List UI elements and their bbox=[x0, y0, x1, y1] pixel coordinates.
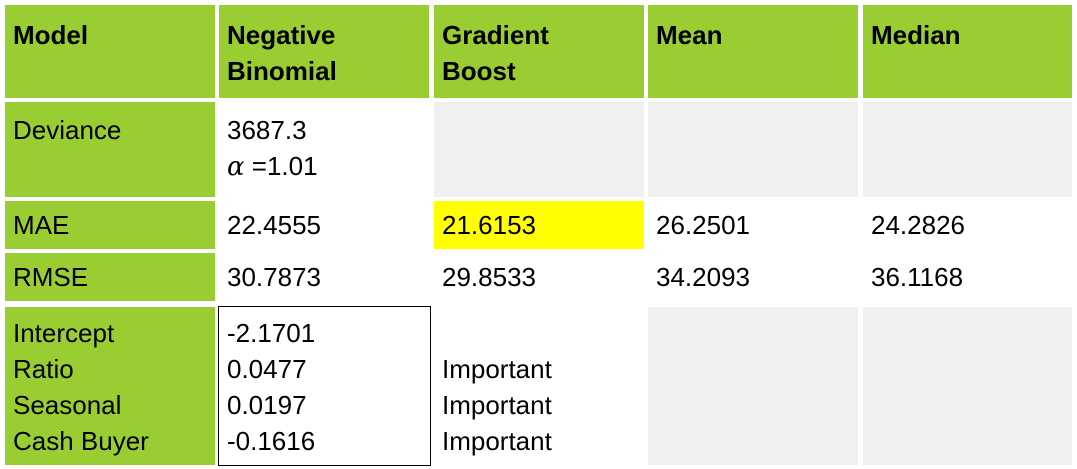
row-label-mae: MAE bbox=[5, 201, 215, 249]
gb-importance-cash-buyer: Important bbox=[442, 426, 552, 456]
alpha-symbol: α bbox=[227, 152, 245, 182]
cell-rmse-gradient-boost: 29.8533 bbox=[434, 253, 644, 301]
coef-value-seasonal: 0.0197 bbox=[227, 390, 307, 420]
cell-coefficients-gradient-boost: Important Important Important bbox=[434, 307, 644, 465]
cell-rmse-median: 36.1168 bbox=[863, 253, 1072, 301]
cell-mae-negative-binomial: 22.4555 bbox=[219, 201, 429, 249]
cell-mae-mean: 26.2501 bbox=[648, 201, 858, 249]
cell-deviance-negative-binomial: 3687.3 α =1.01 bbox=[219, 102, 429, 197]
header-median: Median bbox=[863, 5, 1072, 98]
cell-coefficients-median-empty bbox=[863, 307, 1072, 465]
coef-value-intercept: -2.1701 bbox=[227, 318, 316, 348]
row-label-deviance: Deviance bbox=[5, 102, 215, 197]
cell-rmse-negative-binomial: 30.7873 bbox=[219, 253, 429, 301]
header-gradient-boost-line-1: Gradient bbox=[442, 20, 549, 50]
cell-deviance-median-empty bbox=[863, 102, 1072, 197]
row-label-rmse: RMSE bbox=[5, 253, 215, 301]
header-gradient-boost-line-2: Boost bbox=[442, 56, 516, 86]
cell-coefficients-mean-empty bbox=[648, 307, 858, 465]
coef-label-seasonal: Seasonal bbox=[13, 390, 122, 420]
coef-value-cash-buyer: -0.1616 bbox=[227, 426, 316, 456]
cell-rmse-mean: 34.2093 bbox=[648, 253, 858, 301]
coef-label-ratio: Ratio bbox=[13, 354, 74, 384]
coef-label-intercept: Intercept bbox=[13, 318, 115, 348]
cell-mae-gradient-boost-highlight: 21.6153 bbox=[434, 201, 644, 249]
header-model: Model bbox=[5, 5, 215, 98]
alpha-parameter: α =1.01 bbox=[227, 148, 429, 185]
header-negative-binomial-line-2: Binomial bbox=[227, 56, 337, 86]
row-label-coefficients: Intercept Ratio Seasonal Cash Buyer bbox=[5, 307, 215, 465]
header-negative-binomial-line-1: Negative bbox=[227, 20, 336, 50]
coef-label-cash-buyer: Cash Buyer bbox=[13, 426, 149, 456]
alpha-value: =1.01 bbox=[244, 151, 318, 181]
header-gradient-boost: Gradient Boost bbox=[434, 5, 644, 98]
gb-importance-ratio: Important bbox=[442, 354, 552, 384]
cell-coefficients-negative-binomial: -2.1701 0.0477 0.0197 -0.1616 bbox=[218, 306, 431, 466]
header-mean: Mean bbox=[648, 5, 858, 98]
cell-deviance-mean-empty bbox=[648, 102, 858, 197]
header-negative-binomial: Negative Binomial bbox=[219, 5, 429, 98]
cell-deviance-gradient-boost-empty bbox=[434, 102, 644, 197]
cell-mae-median: 24.2826 bbox=[863, 201, 1072, 249]
gb-importance-seasonal: Important bbox=[442, 390, 552, 420]
coef-value-ratio: 0.0477 bbox=[227, 354, 307, 384]
